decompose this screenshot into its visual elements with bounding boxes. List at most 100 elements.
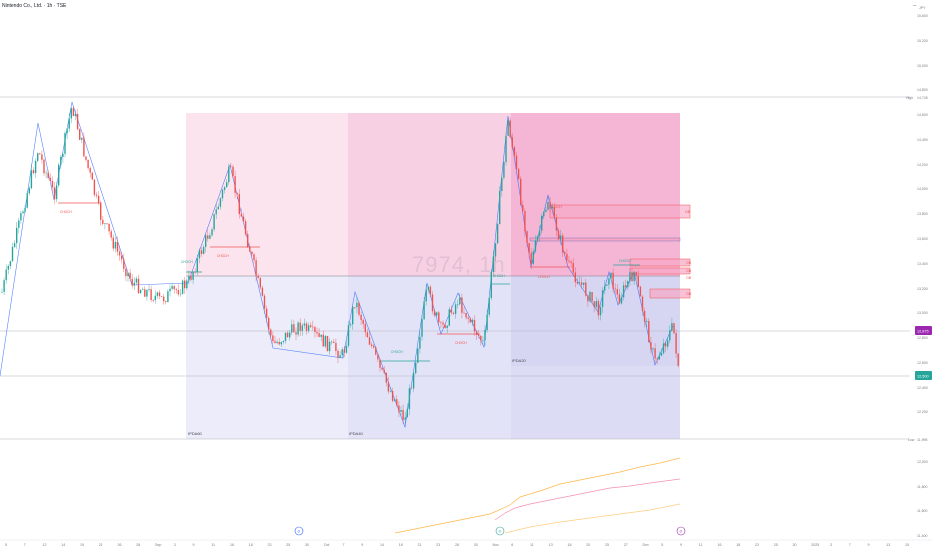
candle-body — [572, 262, 574, 273]
candle-body — [509, 120, 511, 138]
time-tick: 7 — [24, 543, 26, 547]
candle-body — [438, 312, 440, 323]
candle-body — [677, 353, 679, 366]
candle-body — [22, 211, 24, 214]
candle-body — [528, 243, 530, 253]
event-marker-icon[interactable] — [294, 526, 304, 536]
candle-body — [188, 276, 190, 281]
candle-body — [144, 289, 146, 297]
candle-body — [209, 235, 211, 239]
order-block[interactable] — [629, 267, 691, 275]
time-tick: Oct — [324, 543, 330, 547]
candle-body — [524, 211, 526, 232]
candle-body — [30, 170, 33, 189]
candle-body — [211, 229, 213, 236]
order-block[interactable] — [649, 288, 691, 299]
candle-body — [299, 322, 301, 331]
ob-label: OB — [686, 269, 692, 273]
order-block[interactable] — [549, 204, 691, 219]
candle-body — [255, 260, 257, 276]
candle-body — [127, 272, 129, 277]
candle-body — [366, 332, 369, 338]
candle-body — [457, 304, 459, 305]
candle-body — [261, 287, 264, 296]
candle-body — [585, 282, 587, 296]
candle-body — [667, 340, 669, 347]
candle-body — [530, 252, 532, 264]
candle-body — [100, 202, 102, 220]
event-marker-icon[interactable] — [495, 526, 505, 536]
candle-body — [324, 336, 327, 347]
time-tick: 23 — [755, 543, 759, 547]
candle-body — [102, 219, 104, 224]
event-marker-icon[interactable] — [676, 526, 686, 536]
candle-body — [358, 302, 360, 315]
candle-body — [192, 271, 194, 280]
time-axis[interactable]: 5 7 12 14 19 21 26 28 Sep 3 9 11 16 18 23 25 30 Oct 7 9 14 16… — [5, 543, 909, 547]
candle-body — [137, 278, 140, 294]
price-tick: 11,600 — [917, 509, 927, 513]
candle-body — [631, 272, 633, 282]
candle-body — [123, 259, 125, 269]
time-tick: 5 — [661, 543, 663, 547]
price-axis[interactable]: JPY 15,600 15,200 15,000 14,800 14,600 1… — [906, 6, 928, 538]
indicator-line-pink — [494, 478, 681, 521]
candle-body — [118, 251, 121, 256]
last-price-badge-text: 12,500 — [917, 375, 929, 379]
candle-body — [433, 311, 436, 316]
candle-body — [142, 289, 144, 290]
candle-body — [242, 216, 245, 222]
order-block[interactable] — [529, 237, 681, 242]
candle-body — [480, 335, 482, 341]
candle-body — [104, 223, 106, 224]
candle-body — [253, 254, 255, 261]
candle-body — [381, 367, 383, 370]
order-block[interactable] — [629, 258, 691, 267]
candle-body — [345, 346, 348, 353]
time-tick: 2025 — [811, 543, 819, 547]
candle-body — [177, 290, 180, 295]
candle-body — [513, 147, 516, 156]
candle-body — [49, 178, 51, 181]
candle-body — [662, 343, 665, 354]
candle-body — [217, 206, 219, 210]
candle-body — [320, 334, 322, 337]
candle-body — [601, 290, 604, 307]
candle-body — [205, 235, 207, 247]
candle-body — [64, 133, 66, 154]
candle-body — [377, 354, 379, 360]
candle-body — [150, 289, 152, 300]
candle-body — [352, 307, 354, 325]
candle-body — [125, 268, 127, 277]
candle-body — [622, 285, 625, 298]
candle-body — [95, 194, 98, 196]
candle-body — [58, 164, 60, 186]
candle-body — [322, 334, 324, 347]
candle-body — [595, 301, 597, 307]
price-tick: 13,600 — [917, 237, 928, 241]
price-tick: 15,000 — [917, 64, 928, 68]
candle-body — [55, 185, 58, 200]
candle-body — [419, 336, 421, 349]
candle-body — [402, 410, 404, 420]
candle-body — [496, 224, 499, 244]
candle-body — [557, 230, 560, 240]
candle-body — [505, 135, 507, 162]
candle-body — [3, 280, 5, 292]
candle-body — [442, 322, 444, 325]
choch-label: CHOCH — [181, 260, 193, 264]
candle-body — [39, 153, 41, 155]
dash-icon[interactable]: – — [913, 3, 917, 9]
candle-body — [181, 280, 184, 294]
choch-label: CHOCH — [619, 259, 631, 263]
candle-body — [423, 301, 425, 320]
candle-body — [76, 113, 79, 130]
candle-body — [446, 325, 448, 328]
candle-body — [173, 286, 175, 290]
time-tick: 30 — [305, 543, 309, 547]
candle-body — [146, 290, 148, 297]
candle-body — [41, 154, 43, 160]
candle-body — [251, 251, 253, 255]
time-tick: 7 — [343, 543, 345, 547]
